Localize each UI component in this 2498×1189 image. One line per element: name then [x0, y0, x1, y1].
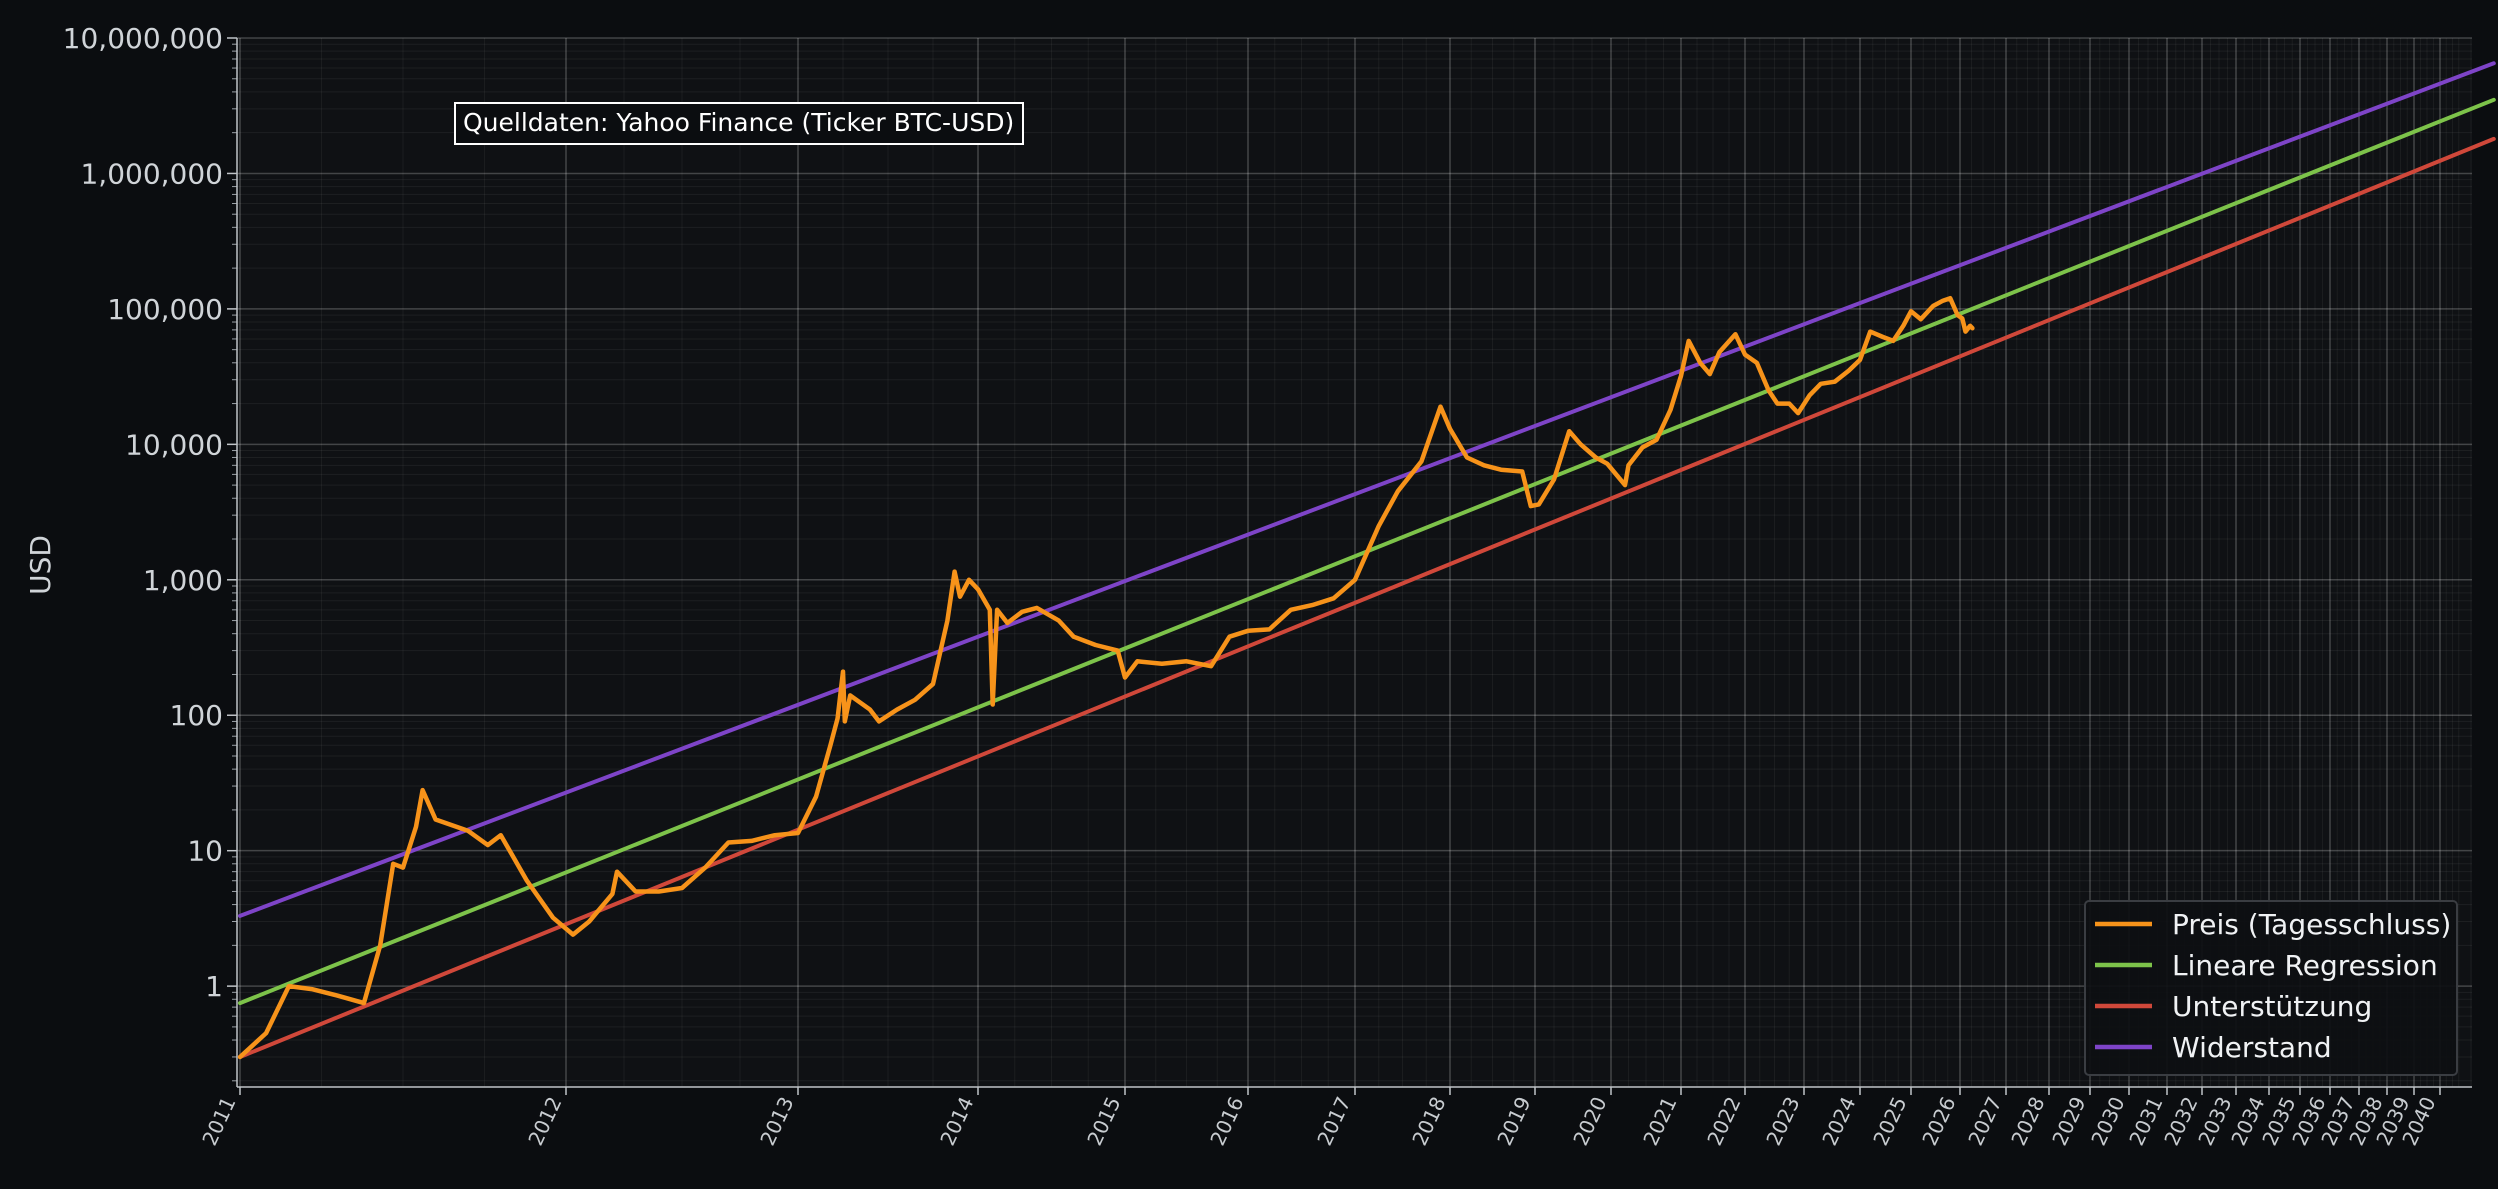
y-tick-label: 10,000,000 [63, 22, 223, 55]
legend: Preis (Tagesschluss) Lineare Regression Un… [2084, 900, 2458, 1076]
source-text: Quelldaten: Yahoo Finance (Ticker BTC-US… [463, 108, 1014, 137]
y-tick-labels: 1 10 100 1,000 10,000 100,000 1,000,000 10,000,… [63, 22, 223, 1003]
legend-label: Preis (Tagesschluss) [2172, 908, 2451, 941]
source-annotation: Quelldaten: Yahoo Finance (Ticker BTC-US… [454, 102, 1024, 145]
axes [227, 37, 2472, 1095]
y-tick-label: 100 [170, 699, 223, 732]
legend-label: Lineare Regression [2172, 949, 2438, 982]
y-tick-label: 100,000 [107, 293, 223, 326]
x-tick-label: 2030 [2086, 1093, 2129, 1149]
legend-label: Unterstützung [2172, 990, 2372, 1023]
x-tick-label: 2029 [2047, 1093, 2090, 1149]
series-line-preis-tagesschluss [237, 295, 1975, 1060]
x-tick-label: 2026 [1917, 1093, 1960, 1149]
x-tick-label: 2024 [1817, 1093, 1860, 1149]
x-tick-label: 2018 [1407, 1093, 1450, 1149]
y-axis-label: USD [24, 535, 57, 595]
series [237, 61, 2496, 1060]
x-tick-label: 2022 [1702, 1093, 1745, 1149]
x-tick-label: 2025 [1868, 1093, 1911, 1149]
legend-label: Widerstand [2172, 1031, 2332, 1064]
x-tick-label: 2019 [1492, 1093, 1535, 1149]
series-line-unterst-tzung [238, 136, 2496, 1059]
x-tick-label: 2014 [935, 1093, 978, 1149]
x-tick-label: 2013 [755, 1093, 798, 1149]
y-tick-label: 10,000 [125, 428, 223, 461]
x-tick-label: 2016 [1205, 1093, 1248, 1149]
y-tick-label: 1,000,000 [80, 157, 223, 190]
y-tick-label: 1 [205, 970, 223, 1003]
legend-box [2084, 900, 2458, 1076]
x-tick-label: 2028 [2006, 1093, 2049, 1149]
x-tick-label: 2021 [1638, 1093, 1681, 1149]
x-tick-label: 2023 [1761, 1093, 1804, 1149]
x-tick-label: 2020 [1568, 1093, 1611, 1149]
series-line-widerstand [238, 61, 2496, 918]
x-tick-labels: 2011 2012 2013 2014 2015 2016 2017 2018 2019 2020… [197, 1093, 2440, 1149]
x-tick-label: 2017 [1312, 1093, 1355, 1149]
x-tick-label: 2011 [197, 1093, 240, 1149]
x-tick-label: 2027 [1963, 1093, 2006, 1149]
x-tick-label: 2012 [523, 1093, 566, 1149]
y-tick-label: 10 [187, 835, 223, 868]
x-tick-label: 2015 [1082, 1093, 1125, 1149]
y-tick-label: 1,000 [143, 564, 223, 597]
